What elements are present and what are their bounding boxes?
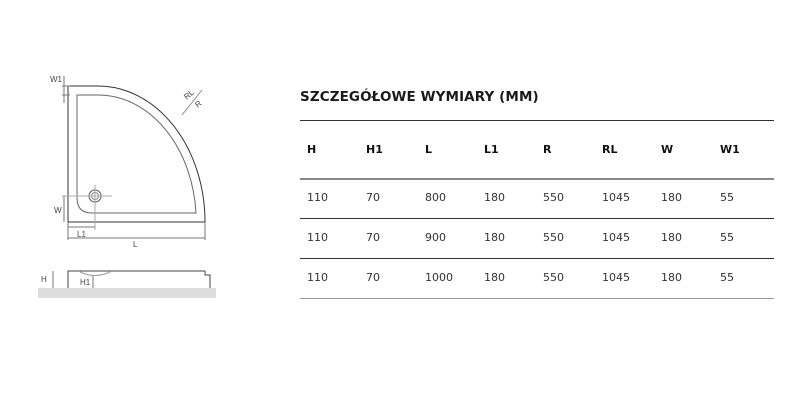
table-cell: 180: [484, 231, 505, 244]
label-w1: W1: [50, 75, 63, 84]
ground: [38, 288, 216, 298]
table-cell: 70: [366, 191, 380, 204]
column-header: L1: [484, 143, 499, 156]
column-header: L: [425, 143, 433, 156]
table-cell: 1045: [602, 231, 630, 244]
table-cell: 55: [720, 271, 734, 284]
technical-drawing: W1 RL R W L1 L H H1: [38, 75, 216, 298]
label-h: H: [41, 275, 47, 284]
table-cell: 70: [366, 231, 380, 244]
table-cell: 180: [484, 191, 505, 204]
table-divider: [300, 120, 774, 121]
table-divider: [300, 218, 774, 219]
tray-side-view: [67, 270, 211, 288]
label-l: L: [133, 240, 138, 249]
table-cell: 550: [543, 271, 564, 284]
column-header: H1: [366, 143, 383, 156]
column-header: W: [661, 143, 674, 156]
table-cell: 1000: [425, 271, 453, 284]
label-h1: H1: [80, 278, 91, 287]
table-cell: 1045: [602, 271, 630, 284]
page-title: SZCZEGÓŁOWE WYMIARY (MM): [300, 89, 539, 105]
table-cell: 110: [307, 271, 328, 284]
label-r: R: [193, 99, 203, 110]
table-divider: [300, 178, 774, 180]
tray-outline: [67, 85, 206, 223]
column-header: RL: [602, 143, 618, 156]
tray-inner: [76, 94, 197, 214]
table-cell: 180: [484, 271, 505, 284]
table-cell: 55: [720, 231, 734, 244]
table-divider: [300, 298, 774, 299]
table-cell: 55: [720, 191, 734, 204]
table-cell: 550: [543, 191, 564, 204]
table-cell: 180: [661, 271, 682, 284]
table-cell: 110: [307, 191, 328, 204]
table-cell: 1045: [602, 191, 630, 204]
table-cell: 110: [307, 231, 328, 244]
table-cell: 800: [425, 191, 446, 204]
label-w: W: [54, 206, 62, 215]
table-cell: 550: [543, 231, 564, 244]
column-header: H: [307, 143, 317, 156]
table-cell: 180: [661, 191, 682, 204]
table-cell: 900: [425, 231, 446, 244]
table-cell: 70: [366, 271, 380, 284]
label-l1: L1: [77, 230, 86, 239]
table-divider: [300, 258, 774, 259]
column-header: W1: [720, 143, 740, 156]
table-cell: 180: [661, 231, 682, 244]
column-header: R: [543, 143, 552, 156]
